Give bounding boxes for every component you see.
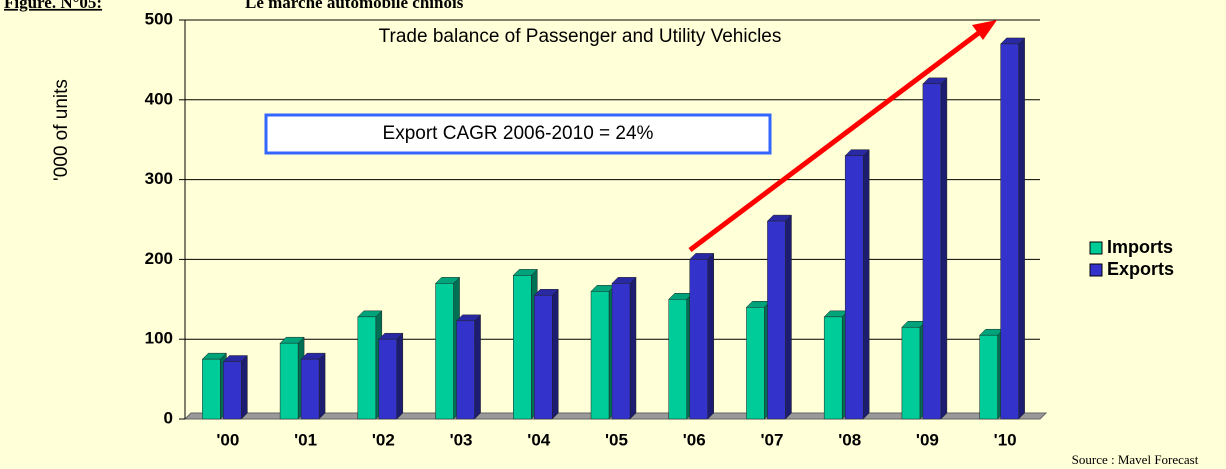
bar	[844, 155, 864, 420]
bar	[435, 283, 454, 420]
bar	[378, 338, 398, 420]
x-tick-label: '09	[916, 430, 939, 449]
legend-swatch	[1089, 241, 1103, 255]
bar	[456, 320, 475, 420]
bar	[611, 283, 631, 420]
x-tick-label: '06	[683, 430, 706, 449]
bar-side	[241, 354, 248, 420]
bar	[357, 316, 377, 420]
bar-side	[1018, 37, 1025, 420]
bar	[901, 326, 921, 420]
bar-side	[396, 332, 404, 420]
bar	[689, 259, 708, 420]
legend-label: Imports	[1107, 237, 1173, 257]
bar	[746, 307, 765, 420]
bar-side	[629, 276, 637, 420]
bar-side	[862, 149, 870, 420]
y-tick-label: 500	[145, 9, 173, 28]
y-tick-label: 300	[145, 169, 173, 188]
y-tick-label: 0	[164, 408, 173, 427]
annotation-box	[264, 113, 772, 155]
bar	[279, 342, 299, 420]
source: Source : Mavel Forecast	[1072, 452, 1199, 467]
x-tick-label: '08	[838, 430, 861, 449]
x-tick-label: '02	[372, 430, 395, 449]
bar	[300, 358, 320, 420]
bar	[979, 334, 998, 420]
bar	[1000, 43, 1019, 420]
y-tick-label: 200	[145, 249, 173, 268]
x-tick-label: '10	[994, 430, 1017, 449]
bar-side	[318, 352, 326, 420]
trend-arrow	[688, 20, 997, 252]
bar	[590, 291, 610, 420]
figure-title: Le marché automobile chinois	[245, 0, 464, 12]
y-tick-label: 100	[145, 329, 173, 348]
legend-label: Exports	[1107, 259, 1174, 279]
bar-side	[785, 214, 792, 420]
bar	[223, 361, 242, 420]
x-tick-label: '07	[760, 430, 783, 449]
x-tick-label: '03	[450, 430, 473, 449]
bar	[202, 358, 221, 420]
x-tick-label: '00	[216, 430, 239, 449]
bar-side	[707, 252, 714, 420]
bar-side	[474, 314, 481, 420]
legend-swatch	[1089, 263, 1103, 277]
plot: 0 100 200 300 400 500 '00 '01 '02 '03 '04 '05 '06 '07…	[145, 9, 1174, 449]
chart-title: Trade balance of Passenger and Utility V…	[379, 26, 782, 47]
arrow-shaft	[688, 30, 982, 252]
bar	[823, 316, 843, 420]
x-tick-label: '01	[294, 430, 317, 449]
bar	[534, 295, 553, 420]
bar	[513, 275, 532, 420]
bar-side	[940, 77, 948, 420]
bar	[668, 299, 687, 420]
x-tick-label: '05	[605, 430, 628, 449]
figure-number: Figure. N°05:	[4, 0, 102, 12]
x-tick-label: '04	[527, 430, 550, 449]
y-axis-label: '000 of units	[51, 79, 72, 181]
bar	[767, 220, 786, 420]
bar-side	[552, 288, 559, 420]
bar	[922, 83, 942, 420]
y-tick-label: 400	[145, 89, 173, 108]
annotation: Export CAGR 2006-2010 = 24%	[383, 123, 654, 144]
arrow-head	[972, 20, 997, 40]
